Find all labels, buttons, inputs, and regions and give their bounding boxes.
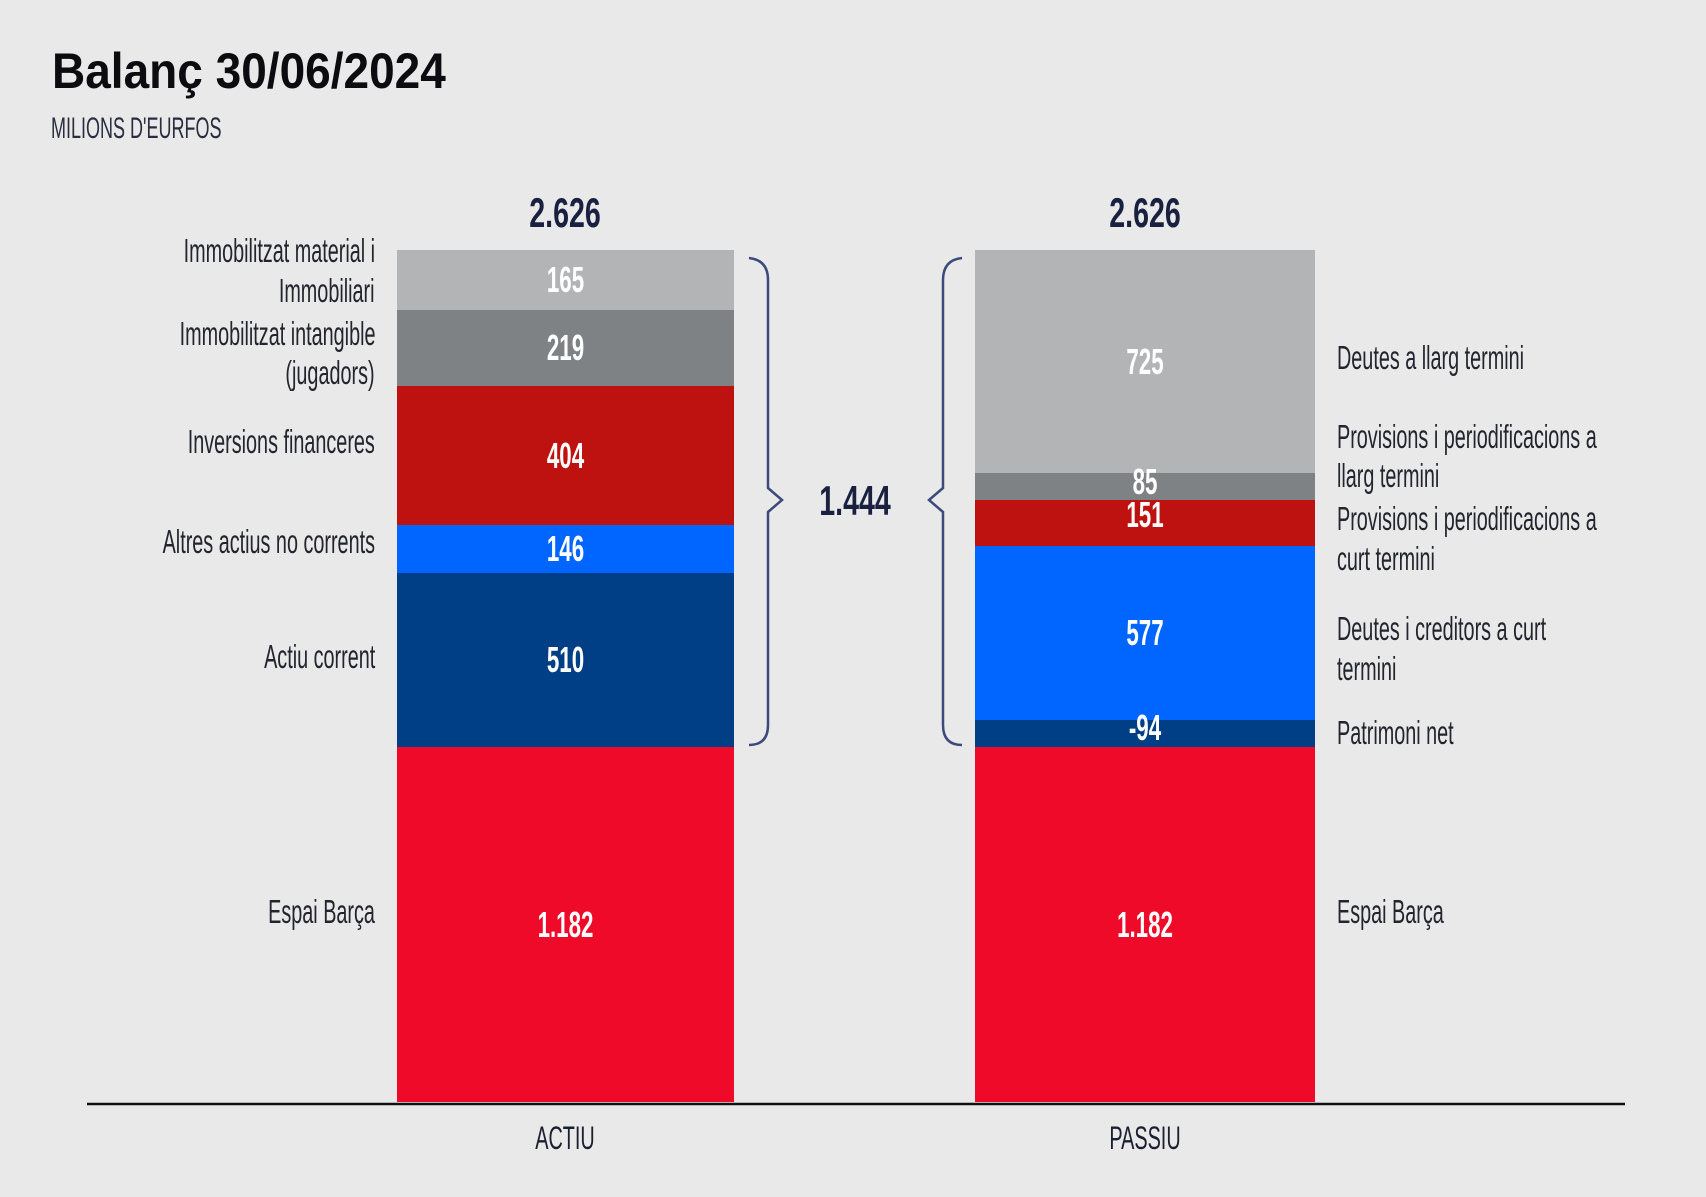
data-label: 219 xyxy=(546,327,585,368)
segment-label: Inversions financeres xyxy=(187,423,375,460)
chart-subtitle: MILIONS D'EURFOS xyxy=(51,112,222,145)
right-brace xyxy=(927,256,963,747)
segment-label: curt termini xyxy=(1337,540,1435,577)
segment-label: (jugadors) xyxy=(285,354,375,391)
bar-segment-actiu-2: 404 xyxy=(397,386,734,525)
chart-title: Balanç 30/06/2024 xyxy=(52,43,446,99)
data-label: 151 xyxy=(1126,494,1164,535)
bar-segment-passiu-4: -94 xyxy=(975,709,1315,747)
segment-label: Deutes a llarg termini xyxy=(1337,339,1525,376)
data-label: 85 xyxy=(1132,460,1158,502)
data-label: 146 xyxy=(546,528,585,569)
data-label: 725 xyxy=(1126,340,1164,382)
bar-segment-actiu-5: 1.182 xyxy=(397,747,734,1102)
total-actiu: 2.626 xyxy=(529,189,601,236)
category-label-actiu: ACTIU xyxy=(535,1120,595,1156)
segment-label: Deutes i creditors a curt xyxy=(1337,610,1547,647)
segment-label: termini xyxy=(1337,650,1397,687)
data-label: 1.182 xyxy=(1117,903,1173,945)
data-label: -94 xyxy=(1128,706,1162,748)
left-brace xyxy=(748,256,784,747)
total-passiu: 2.626 xyxy=(1109,189,1181,236)
bar-segment-passiu-3: 577 xyxy=(975,546,1315,720)
segment-label: Altres actius no corrents xyxy=(162,523,375,560)
data-label: 165 xyxy=(546,259,585,300)
segment-label: Espai Barça xyxy=(1337,893,1444,930)
data-label: 577 xyxy=(1126,612,1164,653)
segment-label: Espai Barça xyxy=(268,893,375,930)
bar-segment-actiu-0: 165 xyxy=(397,250,734,310)
bar-segment-actiu-4: 510 xyxy=(397,573,734,747)
bar-segment-passiu-1: 85 xyxy=(975,463,1315,500)
data-label: 510 xyxy=(546,639,585,680)
segment-label: Immobiliari xyxy=(279,272,375,309)
data-label: 404 xyxy=(546,434,585,476)
segment-label: Immobilitzat material i xyxy=(183,232,375,269)
bar-segment-actiu-3: 146 xyxy=(397,525,734,573)
category-label-passiu: PASSIU xyxy=(1109,1120,1181,1156)
segment-label: Patrimoni net xyxy=(1337,714,1454,751)
bar-segment-passiu-2: 151 xyxy=(975,494,1315,546)
bar-segment-passiu-0: 725 xyxy=(975,250,1315,473)
segment-label: llarg termini xyxy=(1337,457,1440,494)
bracket-value: 1.444 xyxy=(819,477,891,524)
bar-segment-actiu-1: 219 xyxy=(397,310,734,386)
segment-label: Provisions i periodificacions a xyxy=(1337,418,1597,455)
segment-label: Immobilitzat intangible xyxy=(179,315,375,352)
bar-segment-passiu-5: 1.182 xyxy=(975,747,1315,1102)
data-label: 1.182 xyxy=(537,903,594,945)
segment-label: Provisions i periodificacions a xyxy=(1337,500,1597,537)
segment-label: Actiu corrent xyxy=(263,638,375,675)
